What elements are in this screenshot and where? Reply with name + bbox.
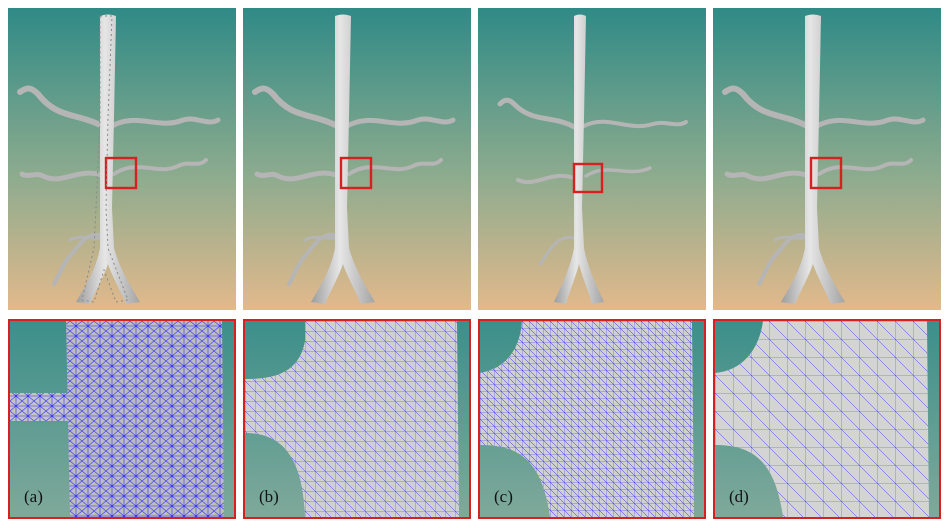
mesh-detail-d [715,321,939,517]
mesh-detail-c [480,321,704,517]
vessel-render-d [713,8,941,310]
overview-panel-d [713,8,941,310]
overview-panel-b [243,8,471,310]
mesh-detail-a [10,321,234,517]
panel-label-b: (b) [259,487,279,506]
panel-label-a: (a) [24,487,43,506]
panel-label-d: (d) [729,487,749,506]
vessel-render-b [243,8,471,310]
mesh-detail-panel-c: (c) [478,319,706,519]
vessel-render-c [478,8,706,310]
overview-panel-c [478,8,706,310]
mesh-detail-b [245,321,469,517]
mesh-detail-panel-a: (a) [8,319,236,519]
panel-label-c: (c) [494,487,513,506]
vessel-render-a [8,8,236,310]
mesh-detail-panel-b: (b) [243,319,471,519]
overview-panel-a [8,8,236,310]
mesh-detail-panel-d: (d) [713,319,941,519]
